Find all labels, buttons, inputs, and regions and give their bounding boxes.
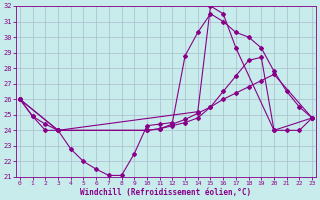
X-axis label: Windchill (Refroidissement éolien,°C): Windchill (Refroidissement éolien,°C)	[80, 188, 252, 197]
